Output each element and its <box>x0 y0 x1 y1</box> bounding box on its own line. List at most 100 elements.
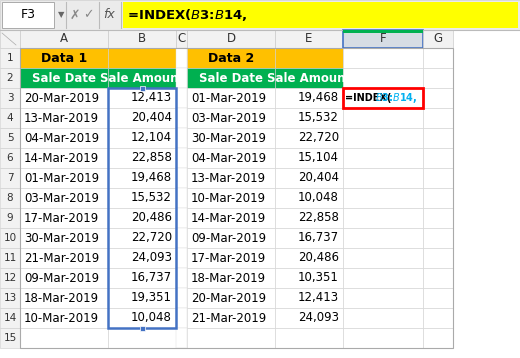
Text: 20,486: 20,486 <box>298 252 339 265</box>
Bar <box>108 228 176 248</box>
Bar <box>176 308 187 328</box>
Bar <box>20 248 108 268</box>
Text: 21-Mar-2019: 21-Mar-2019 <box>191 311 266 324</box>
Text: 20-Mar-2019: 20-Mar-2019 <box>191 291 266 305</box>
Text: 10: 10 <box>4 233 17 243</box>
Bar <box>20 30 108 48</box>
Text: 20-Mar-2019: 20-Mar-2019 <box>24 92 99 105</box>
Bar <box>343 88 423 108</box>
Bar <box>343 88 423 108</box>
Bar <box>187 48 275 68</box>
Bar <box>108 208 176 228</box>
Bar <box>275 268 343 288</box>
Bar <box>108 88 176 328</box>
Bar <box>176 328 187 348</box>
Bar <box>0 208 20 228</box>
Bar <box>176 108 187 128</box>
Text: 6: 6 <box>7 153 14 163</box>
Text: 24,093: 24,093 <box>298 311 339 324</box>
Text: 22,720: 22,720 <box>131 232 172 245</box>
Text: 19,468: 19,468 <box>131 171 172 184</box>
Bar <box>20 108 108 128</box>
Bar <box>20 128 108 148</box>
Bar <box>187 88 275 108</box>
Text: 8: 8 <box>7 193 14 203</box>
Bar <box>275 48 343 68</box>
Bar <box>20 288 108 308</box>
Bar <box>20 208 108 228</box>
Bar <box>423 268 453 288</box>
Bar <box>343 308 423 328</box>
Text: 11: 11 <box>3 253 17 263</box>
Text: 12,413: 12,413 <box>298 291 339 305</box>
Text: 24,093: 24,093 <box>131 252 172 265</box>
Bar <box>108 268 176 288</box>
Bar <box>176 268 187 288</box>
Bar <box>123 2 518 28</box>
Bar <box>176 228 187 248</box>
Bar <box>275 188 343 208</box>
Bar <box>187 328 275 348</box>
Bar <box>2 2 54 28</box>
Bar <box>187 68 275 88</box>
Text: fx: fx <box>103 9 115 21</box>
Bar <box>20 328 108 348</box>
Bar <box>423 208 453 228</box>
Bar <box>176 48 187 68</box>
Bar <box>187 288 275 308</box>
Text: 09-Mar-2019: 09-Mar-2019 <box>191 232 266 245</box>
Bar <box>423 48 453 68</box>
Bar <box>0 108 20 128</box>
Bar <box>176 288 187 308</box>
Text: 7: 7 <box>7 173 14 183</box>
Bar <box>0 288 20 308</box>
Text: 10,048: 10,048 <box>131 311 172 324</box>
Text: Sale Amount: Sale Amount <box>100 72 184 84</box>
Text: 3: 3 <box>7 93 14 103</box>
Text: 12: 12 <box>3 273 17 283</box>
Bar <box>108 30 176 48</box>
Text: 10-Mar-2019: 10-Mar-2019 <box>191 192 266 204</box>
Text: $B$3:$B$14,: $B$3:$B$14, <box>375 91 418 105</box>
Bar <box>108 328 176 348</box>
Bar <box>423 228 453 248</box>
Bar <box>275 248 343 268</box>
Bar <box>275 308 343 328</box>
Text: E: E <box>305 33 313 45</box>
Bar <box>0 68 20 88</box>
Bar <box>343 68 423 88</box>
Bar <box>275 30 343 48</box>
Text: 16,737: 16,737 <box>298 232 339 245</box>
Text: 21-Mar-2019: 21-Mar-2019 <box>24 252 99 265</box>
Bar <box>187 208 275 228</box>
Bar <box>275 128 343 148</box>
Text: ✓: ✓ <box>83 9 93 21</box>
Bar <box>20 88 108 108</box>
Text: A: A <box>60 33 68 45</box>
Text: 9: 9 <box>7 213 14 223</box>
Bar <box>0 148 20 168</box>
Bar <box>20 48 453 348</box>
Bar <box>275 148 343 168</box>
Text: 04-Mar-2019: 04-Mar-2019 <box>24 131 99 145</box>
Bar <box>423 88 453 108</box>
Text: Data 1: Data 1 <box>41 52 87 64</box>
Bar <box>343 288 423 308</box>
Text: 20,404: 20,404 <box>131 111 172 125</box>
Text: 30-Mar-2019: 30-Mar-2019 <box>24 232 99 245</box>
Text: 19,351: 19,351 <box>131 291 172 305</box>
Bar <box>187 188 275 208</box>
Bar <box>423 108 453 128</box>
Bar <box>275 108 343 128</box>
Text: 5: 5 <box>7 133 14 143</box>
Text: 10,351: 10,351 <box>298 271 339 285</box>
Text: 13: 13 <box>3 293 17 303</box>
Bar <box>20 188 108 208</box>
Text: 22,858: 22,858 <box>131 151 172 164</box>
Bar <box>187 148 275 168</box>
Bar <box>187 268 275 288</box>
Bar <box>275 168 343 188</box>
Text: D: D <box>226 33 236 45</box>
Bar <box>108 308 176 328</box>
Text: 2: 2 <box>7 73 14 83</box>
